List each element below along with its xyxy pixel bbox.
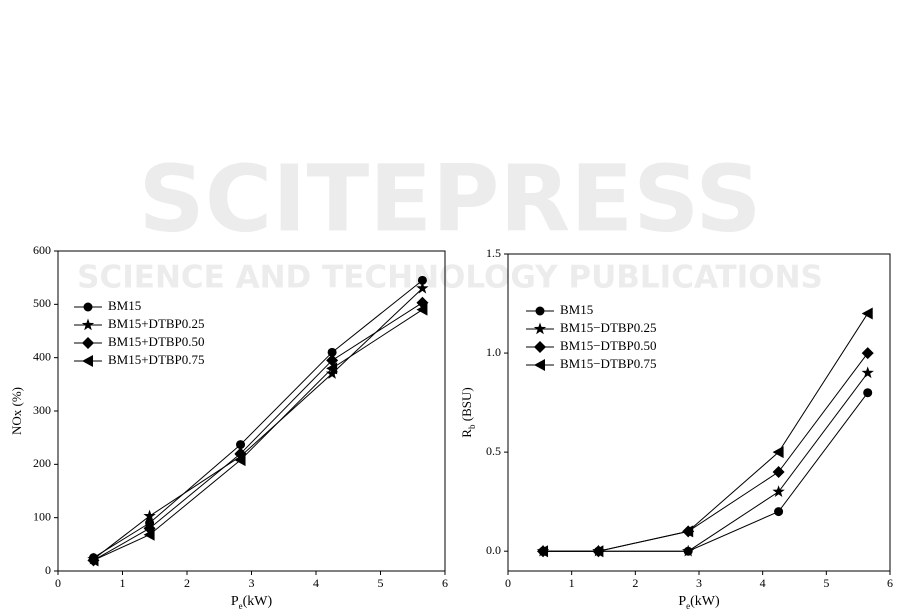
legend-marker: [82, 355, 93, 367]
marker: [326, 354, 339, 367]
legend-marker: [533, 322, 547, 335]
legend-marker: [534, 359, 545, 371]
legend-marker: [83, 302, 93, 312]
y-tick-label: 300: [33, 403, 51, 417]
y-tick-label: 0: [45, 563, 51, 577]
y-tick-label: 200: [33, 456, 51, 470]
marker: [682, 525, 694, 538]
x-tick-label: 6: [887, 576, 893, 590]
marker: [681, 544, 695, 557]
marker: [537, 545, 549, 558]
legend-label: BM15+DTBP0.25: [108, 316, 205, 331]
x-tick-label: 2: [632, 576, 638, 590]
marker: [861, 366, 874, 379]
y-tick-label: 600: [33, 243, 51, 257]
y-axis-label: Rb (BSU): [459, 387, 477, 437]
x-tick-label: 4: [313, 576, 319, 590]
marker: [416, 281, 429, 294]
x-tick-label: 4: [760, 576, 766, 590]
legend-label: BM15+DTBP0.75: [108, 352, 205, 367]
marker: [326, 362, 338, 375]
y-axis-label-part: b: [467, 424, 477, 429]
marker: [327, 347, 337, 357]
x-tick-label: 3: [696, 576, 702, 590]
legend-label: BM15−DTBP0.50: [560, 338, 657, 353]
x-tick-label: 1: [120, 576, 126, 590]
x-axis-label-part: (kW): [243, 594, 273, 609]
legend-label: BM15: [108, 298, 141, 313]
x-axis-label: Pe(kW): [231, 594, 273, 611]
x-tick-label: 2: [184, 576, 190, 590]
series-line: [543, 352, 869, 552]
marker: [417, 275, 427, 285]
y-tick-label: 1.0: [486, 345, 501, 359]
legend-label: BM15−DTBP0.75: [560, 356, 657, 371]
marker: [592, 545, 604, 558]
series-line: [543, 392, 869, 552]
x-axis-label-part: P: [678, 594, 686, 609]
marker: [236, 440, 246, 450]
x-axis-label-part: (kW): [690, 594, 720, 609]
legend-label: BM15: [560, 302, 593, 317]
x-tick-label: 5: [378, 576, 384, 590]
legend-marker: [535, 306, 545, 316]
marker: [325, 367, 339, 379]
legend-marker: [534, 341, 546, 353]
x-axis-label: Pe(kW): [678, 594, 720, 611]
x-tick-label: 0: [55, 576, 61, 590]
x-tick-label: 1: [569, 576, 575, 590]
legend-marker: [82, 337, 94, 349]
y-tick-label: 400: [33, 349, 51, 363]
legend-label: BM15+DTBP0.50: [108, 334, 205, 349]
watermark-title: SCITEPRESS: [138, 145, 761, 252]
marker: [143, 509, 156, 522]
legend-label: BM15−DTBP0.25: [560, 320, 657, 335]
series-line: [543, 372, 869, 552]
marker: [772, 446, 784, 459]
y-axis-label: NOx (%): [9, 387, 24, 435]
marker: [863, 388, 873, 398]
y-tick-label: 500: [33, 296, 51, 310]
y-tick-label: 100: [33, 509, 51, 523]
marker: [234, 454, 246, 467]
marker: [772, 485, 785, 498]
x-tick-label: 5: [823, 576, 829, 590]
x-axis-label-part: P: [231, 594, 239, 609]
y-axis-label-part: (BSU): [459, 387, 474, 424]
marker: [774, 507, 784, 517]
watermark-subtitle: SCIENCE AND TECHNOLOGY PUBLICATIONS: [77, 260, 823, 296]
x-tick-label: 0: [505, 576, 511, 590]
y-tick-label: 0.0: [486, 543, 501, 557]
x-tick-label: 6: [442, 576, 448, 590]
y-tick-label: 1.5: [486, 246, 501, 260]
marker: [416, 303, 428, 316]
marker: [772, 465, 785, 478]
y-axis-label-part: R: [459, 429, 474, 438]
y-tick-label: 0.5: [486, 444, 501, 458]
legend-marker: [81, 318, 95, 331]
marker: [861, 347, 874, 360]
x-tick-label: 3: [249, 576, 255, 590]
x-axis-label-part: e: [239, 601, 243, 611]
marker: [87, 554, 99, 567]
marker: [861, 307, 873, 320]
x-axis-label-part: e: [686, 601, 690, 611]
marker: [143, 528, 155, 541]
